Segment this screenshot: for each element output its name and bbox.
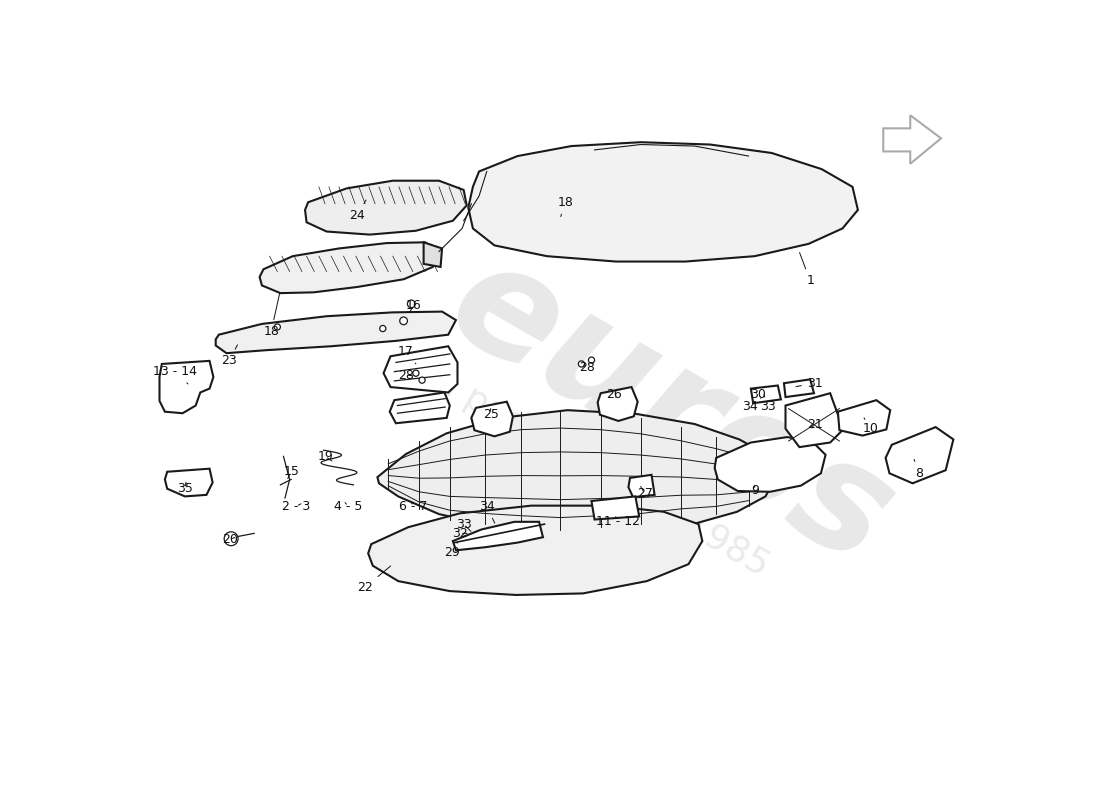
- Text: 8: 8: [914, 459, 924, 480]
- Text: 17: 17: [398, 345, 416, 364]
- Polygon shape: [785, 394, 844, 447]
- Text: 34: 34: [742, 398, 761, 413]
- Text: 18: 18: [263, 293, 279, 338]
- Circle shape: [379, 326, 386, 332]
- Circle shape: [224, 532, 238, 546]
- Polygon shape: [592, 496, 639, 519]
- Text: 22: 22: [358, 566, 390, 594]
- Text: 25: 25: [483, 407, 498, 421]
- Text: euros: euros: [425, 226, 918, 597]
- Polygon shape: [453, 522, 543, 550]
- Text: 10: 10: [862, 418, 878, 435]
- Polygon shape: [838, 400, 890, 435]
- Text: 1: 1: [800, 253, 814, 287]
- Polygon shape: [389, 393, 450, 423]
- Text: 11 - 12: 11 - 12: [596, 514, 640, 527]
- Text: 28: 28: [398, 369, 414, 382]
- Text: 18: 18: [558, 196, 573, 217]
- Text: 2 - 3: 2 - 3: [282, 500, 310, 513]
- Polygon shape: [377, 410, 776, 534]
- Polygon shape: [469, 142, 858, 262]
- Text: 19: 19: [317, 450, 333, 463]
- Text: 28: 28: [579, 362, 595, 374]
- Polygon shape: [715, 437, 825, 492]
- Polygon shape: [784, 379, 814, 397]
- Text: 24: 24: [350, 200, 366, 222]
- Circle shape: [399, 317, 407, 325]
- Polygon shape: [883, 115, 942, 164]
- Circle shape: [588, 357, 595, 363]
- Circle shape: [274, 324, 280, 330]
- Text: a passion since 1985: a passion since 1985: [429, 364, 776, 583]
- Text: 27: 27: [637, 486, 652, 500]
- Polygon shape: [368, 506, 703, 595]
- Text: 33: 33: [760, 394, 775, 413]
- Polygon shape: [165, 469, 212, 496]
- Polygon shape: [260, 242, 439, 293]
- Polygon shape: [597, 387, 638, 421]
- Text: 16: 16: [406, 299, 421, 312]
- Circle shape: [579, 361, 584, 367]
- Text: 21: 21: [807, 418, 823, 430]
- Polygon shape: [472, 402, 513, 436]
- Polygon shape: [628, 475, 654, 497]
- Polygon shape: [424, 242, 442, 267]
- Text: 9: 9: [751, 484, 759, 497]
- Text: 29: 29: [444, 542, 460, 559]
- Circle shape: [419, 377, 425, 383]
- Text: 26: 26: [606, 388, 621, 402]
- Circle shape: [412, 370, 419, 376]
- Text: 13 - 14: 13 - 14: [153, 365, 197, 384]
- Text: 20: 20: [221, 533, 238, 546]
- Polygon shape: [160, 361, 213, 414]
- Polygon shape: [384, 346, 458, 393]
- Circle shape: [407, 300, 415, 308]
- Text: 35: 35: [177, 482, 192, 495]
- Text: 34: 34: [478, 500, 495, 523]
- Polygon shape: [305, 181, 466, 234]
- Polygon shape: [886, 427, 954, 483]
- Polygon shape: [216, 311, 455, 353]
- Text: 32: 32: [452, 527, 468, 540]
- Text: 4 - 5: 4 - 5: [334, 500, 362, 513]
- Text: 23: 23: [221, 345, 238, 367]
- Text: 31: 31: [796, 377, 823, 390]
- Text: 6 - 7: 6 - 7: [399, 500, 428, 513]
- Text: 33: 33: [455, 518, 472, 531]
- Text: 15: 15: [283, 466, 299, 478]
- Text: 30: 30: [750, 388, 766, 402]
- Polygon shape: [751, 386, 781, 403]
